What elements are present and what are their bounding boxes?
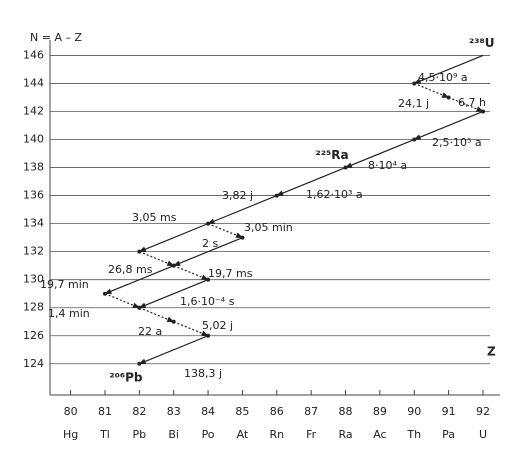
x-tick-label: 80	[64, 405, 78, 418]
decay-arrow	[138, 279, 209, 309]
y-tick-label: 130	[23, 273, 44, 286]
half-life-label: 1,4 min	[48, 307, 90, 320]
element-label: U	[479, 428, 487, 441]
nuclide-dot	[137, 361, 142, 366]
x-tick-label: 85	[235, 405, 249, 418]
half-life-label: 2 s	[202, 237, 218, 250]
element-label: Tl	[99, 428, 110, 441]
half-life-label: 19,7 min	[40, 278, 89, 291]
x-tick-label: 84	[201, 405, 215, 418]
decay-arrow	[173, 237, 243, 267]
x-tick-label: 86	[270, 405, 284, 418]
element-label: Po	[202, 428, 215, 441]
half-life-label: 24,1 j	[398, 97, 429, 110]
decay-arrow	[207, 223, 244, 239]
decay-arrow	[104, 293, 141, 309]
decay-arrow	[138, 335, 209, 365]
element-label: Hg	[63, 428, 78, 441]
half-life-label: 4,5·10⁹ a	[418, 71, 468, 84]
decay-arrow	[173, 265, 209, 281]
x-tick-label: 82	[132, 405, 146, 418]
decay-arrow	[344, 138, 415, 169]
x-tick-label: 91	[442, 405, 456, 418]
half-life-label: 2,5·10⁵ a	[432, 136, 482, 149]
half-life-label: 26,8 ms	[108, 263, 153, 276]
half-life-label: 19,7 ms	[208, 267, 253, 280]
half-life-label: 3,05 ms	[132, 211, 177, 224]
y-tick-label: 142	[23, 104, 44, 117]
decay-arrow	[138, 223, 209, 253]
element-label: Fr	[306, 428, 317, 441]
y-tick-label: 124	[23, 357, 44, 370]
y-tick-label: 126	[23, 329, 44, 342]
half-life-label: 3,05 min	[244, 221, 293, 234]
nuclide-label: ²³⁸U	[469, 36, 495, 50]
y-tick-label: 140	[23, 133, 44, 146]
x-tick-label: 92	[476, 405, 490, 418]
x-tick-label: 89	[373, 405, 387, 418]
element-label: Bi	[168, 428, 179, 441]
element-label: Pa	[442, 428, 455, 441]
decay-arrow	[413, 54, 484, 85]
decay-arrow	[414, 82, 450, 99]
nuclide-label: ²⁰⁶Pb	[109, 370, 143, 384]
x-tick-label: 88	[339, 405, 353, 418]
decay-arrow	[139, 307, 175, 323]
decay-arrow	[207, 195, 278, 225]
half-life-label: 22 a	[138, 325, 162, 338]
nuclide-label: ²²⁵Ra	[316, 148, 349, 162]
x-axis-label: Z	[487, 345, 496, 359]
half-life-label: 5,02 j	[202, 319, 233, 332]
half-life-label: 1,6·10⁻⁴ s	[180, 295, 235, 308]
y-tick-label: 136	[23, 189, 44, 202]
element-label: Ac	[373, 428, 386, 441]
y-axis-label: N = A – Z	[30, 31, 82, 44]
y-tick-label: 132	[23, 245, 44, 258]
decay-arrow	[413, 110, 484, 141]
element-label: At	[237, 428, 249, 441]
element-label: Th	[406, 428, 421, 441]
x-tick-label: 81	[98, 405, 112, 418]
x-tick-label: 83	[167, 405, 181, 418]
half-life-label: 3,82 j	[222, 189, 253, 202]
y-tick-label: 128	[23, 301, 44, 314]
element-label: Rn	[269, 428, 284, 441]
y-tick-label: 144	[23, 76, 44, 89]
decay-arrow	[276, 166, 346, 197]
y-tick-label: 134	[23, 217, 44, 230]
half-life-label: 138,3 j	[184, 367, 222, 380]
x-tick-label: 87	[304, 405, 318, 418]
half-life-label: 6,7 h	[458, 96, 486, 109]
half-life-label: 1,62·10³ a	[306, 188, 363, 201]
half-life-label: 8·10⁴ a	[368, 159, 407, 172]
y-tick-label: 146	[23, 48, 44, 61]
y-tick-label: 138	[23, 161, 44, 174]
element-label: Ra	[338, 428, 352, 441]
element-label: Pb	[133, 428, 147, 441]
x-tick-label: 90	[407, 405, 421, 418]
decay-arrow	[104, 265, 174, 295]
